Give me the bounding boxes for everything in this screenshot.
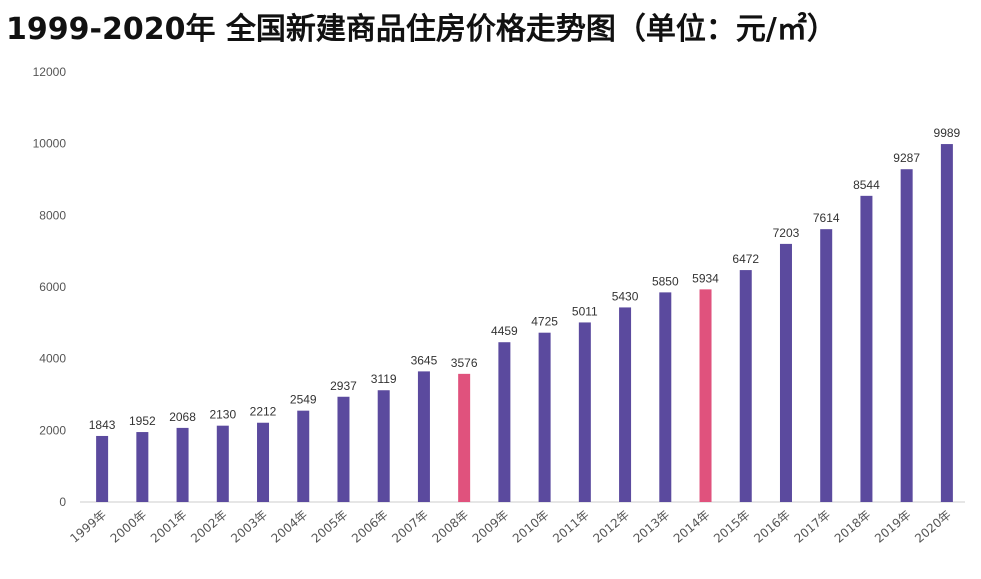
data-label: 2130: [209, 408, 236, 422]
bar: [739, 270, 752, 502]
y-tick-label: 12000: [33, 65, 67, 79]
data-label: 9287: [893, 151, 920, 165]
bar: [860, 195, 873, 502]
bar: [297, 410, 310, 502]
x-tick-label: 2020年: [912, 508, 954, 546]
data-label: 2212: [250, 405, 277, 419]
x-tick-label: 2009年: [470, 508, 512, 546]
bar: [538, 332, 551, 502]
y-tick-label: 0: [59, 495, 66, 509]
bar: [779, 243, 792, 502]
bar: [337, 396, 350, 502]
data-labels: 1843 1952 2068 2130 2212 2549 2937 3119 3645 3576…: [89, 126, 961, 432]
data-label: 7203: [773, 226, 800, 240]
data-label: 2937: [330, 379, 357, 393]
y-tick-label: 2000: [39, 423, 66, 437]
data-label: 1952: [129, 414, 156, 428]
bar: [417, 371, 430, 502]
data-label: 3119: [371, 372, 397, 386]
x-tick-label: 2010年: [510, 508, 552, 546]
x-tick-label: 2001年: [148, 508, 190, 546]
bar: [699, 289, 712, 502]
data-label: 8544: [853, 178, 880, 192]
chart-title: 1999-2020年 全国新建商品住房价格走势图（单位：元/㎡）: [6, 12, 837, 47]
x-tick-label: 2011年: [550, 508, 592, 546]
data-label: 4725: [531, 315, 558, 329]
bar: [659, 292, 672, 502]
bar: [216, 425, 229, 502]
data-label: 2068: [169, 410, 196, 424]
y-tick-label: 10000: [33, 137, 67, 151]
bar: [176, 427, 189, 502]
bar: [458, 373, 471, 502]
x-tick-label: 2003年: [228, 508, 270, 546]
bars: [96, 144, 953, 503]
data-label: 9989: [934, 126, 961, 140]
data-label: 5011: [572, 304, 598, 318]
data-label: 2549: [290, 393, 317, 407]
y-axis: 0 2000 4000 6000 8000 10000 12000: [33, 65, 67, 509]
x-tick-label: 2004年: [269, 508, 311, 546]
bar: [136, 432, 149, 502]
x-tick-label: 2006年: [349, 508, 391, 546]
data-label: 4459: [491, 324, 518, 338]
bar: [940, 144, 953, 502]
bar: [96, 435, 109, 502]
x-tick-label: 2000年: [108, 508, 150, 546]
bar: [900, 169, 913, 503]
bar: [257, 422, 270, 502]
y-tick-label: 6000: [39, 280, 66, 294]
x-tick-label: 2015年: [711, 508, 753, 546]
data-label: 3576: [451, 356, 478, 370]
bar: [578, 322, 591, 502]
bar: [820, 229, 833, 503]
data-label: 5430: [612, 289, 639, 303]
x-tick-label: 1999年: [67, 508, 109, 546]
data-label: 1843: [89, 418, 116, 432]
x-tick-label: 2005年: [309, 508, 351, 546]
bar: [619, 307, 632, 502]
x-tick-label: 2016年: [751, 508, 793, 546]
x-tick-label: 2014年: [671, 508, 713, 546]
x-tick-label: 2017年: [792, 508, 834, 546]
bar: [498, 342, 511, 502]
data-label: 3645: [411, 353, 438, 367]
x-tick-label: 2007年: [389, 508, 431, 546]
bar: [377, 390, 390, 502]
x-axis-labels: 1999年2000年2001年2002年2003年2004年2005年2006年…: [67, 508, 953, 546]
x-tick-label: 2002年: [188, 508, 230, 546]
x-tick-label: 2012年: [590, 508, 632, 546]
data-label: 6472: [732, 252, 759, 266]
x-tick-label: 2019年: [872, 508, 914, 546]
data-label: 7614: [813, 211, 840, 225]
data-label: 5934: [692, 271, 719, 285]
x-tick-label: 2008年: [429, 508, 471, 546]
data-label: 5850: [652, 274, 679, 288]
x-tick-label: 2013年: [631, 508, 673, 546]
y-tick-label: 4000: [39, 352, 66, 366]
y-tick-label: 8000: [39, 208, 66, 222]
x-tick-label: 2018年: [832, 508, 874, 546]
